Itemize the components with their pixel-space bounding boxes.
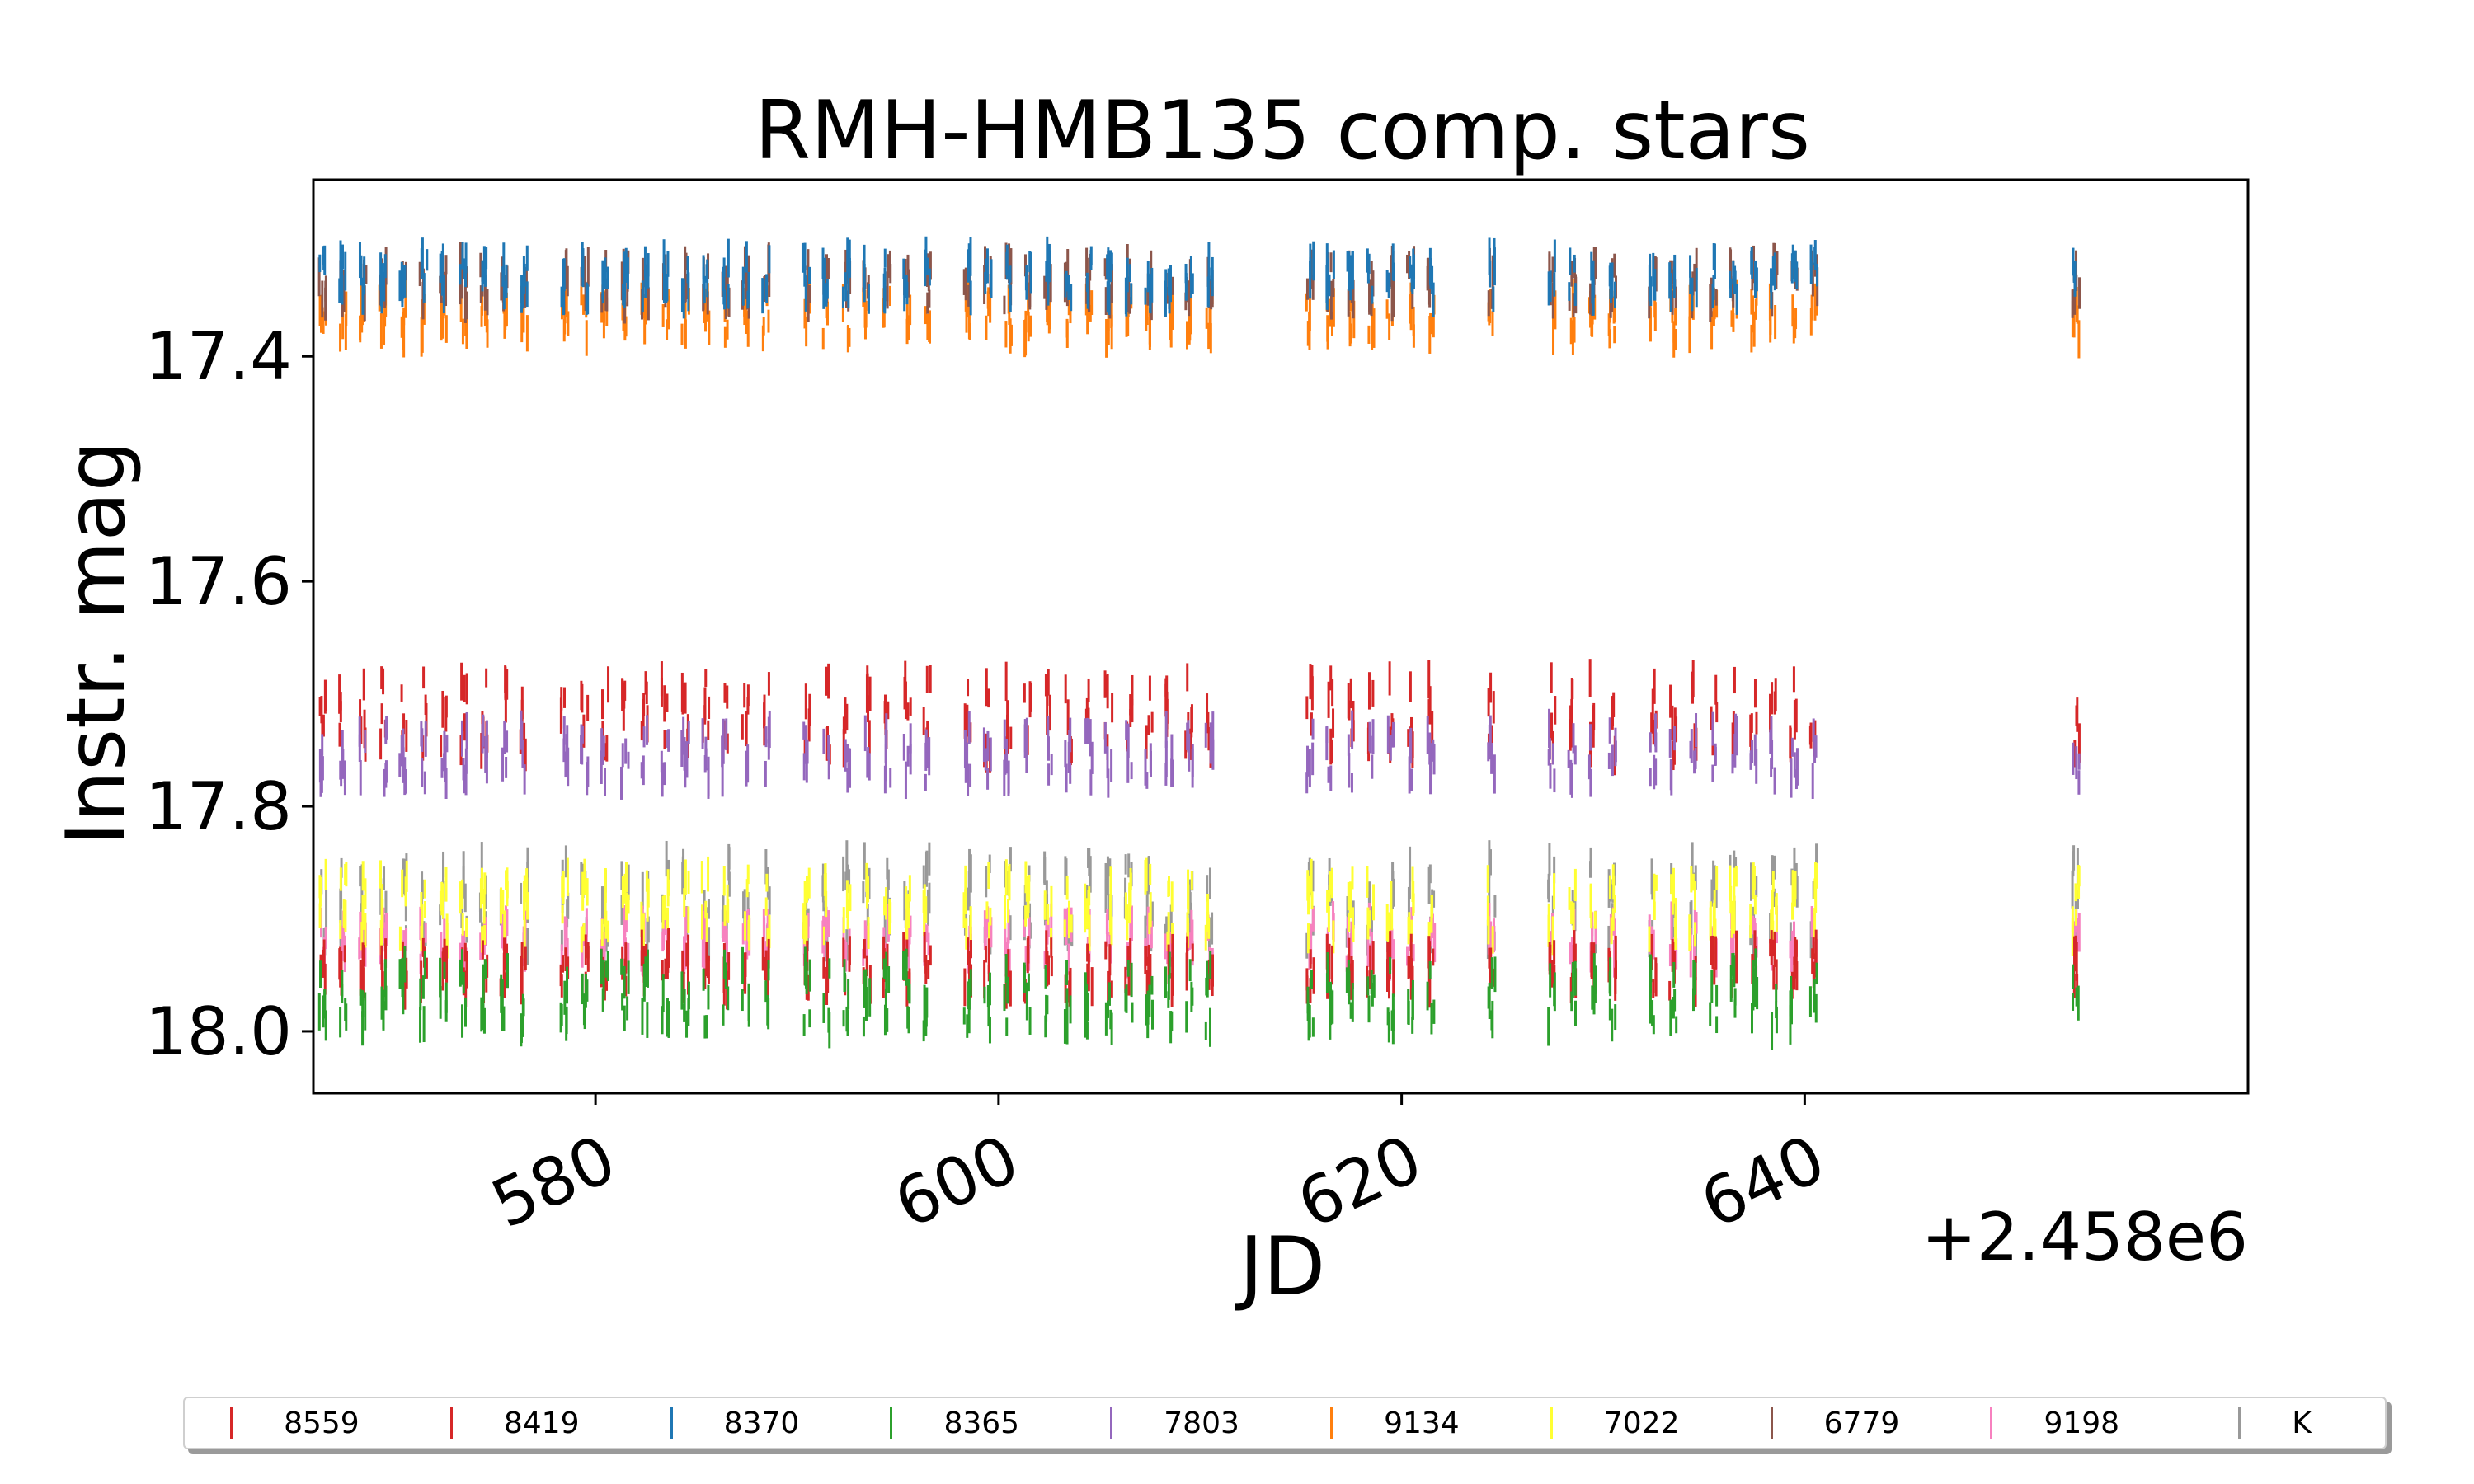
y-tick-label: 17.6 (145, 543, 292, 620)
legend-label: 7022 (1603, 1406, 1680, 1440)
data-marks (317, 236, 2081, 1050)
legend-item: 8419 (405, 1398, 625, 1448)
legend-marker (1550, 1407, 1553, 1439)
legend-label: 8559 (284, 1406, 360, 1440)
y-tick-label: 17.8 (145, 768, 292, 845)
legend-marker (449, 1407, 453, 1439)
legend: 8559 8419 8370 8365 7803 9134 7022 6779 9198 K (183, 1397, 2387, 1449)
legend-item: 9198 (1945, 1398, 2165, 1448)
legend-marker (1330, 1407, 1333, 1439)
legend-item: 8370 (625, 1398, 845, 1448)
legend-marker (1990, 1407, 1993, 1439)
legend-item: 7022 (1505, 1398, 1725, 1448)
series-7803 (318, 708, 2081, 800)
x-tick-label: 580 (480, 1120, 627, 1243)
legend-item: 8559 (185, 1398, 405, 1448)
legend-label: 7803 (1164, 1406, 1239, 1440)
legend-item: 7803 (1065, 1398, 1285, 1448)
legend-label: K (2292, 1406, 2312, 1440)
legend-marker (230, 1407, 233, 1439)
x-tick-label: 640 (1690, 1120, 1837, 1243)
y-axis: 17.4 17.6 17.8 18.0 (145, 318, 313, 1070)
chart-title: RMH-HMB135 comp. stars (755, 84, 1810, 178)
legend-label: 6779 (1823, 1406, 1900, 1440)
legend-item: 9134 (1285, 1398, 1505, 1448)
series-8365 (317, 946, 2080, 1050)
x-axis-label: JD (1235, 1220, 1325, 1314)
legend-item: K (2165, 1398, 2385, 1448)
legend-label: 8419 (503, 1406, 580, 1440)
y-axis-label: Instr. mag (49, 440, 143, 846)
series-8370 (318, 236, 2077, 319)
plot-frame (312, 178, 2250, 1095)
x-axis: 580 600 620 640 (480, 1093, 1836, 1243)
x-axis-offset-label: +2.458e6 (1921, 1199, 2248, 1275)
legend-marker (1770, 1407, 1773, 1439)
legend-marker (670, 1407, 673, 1439)
series-9134 (318, 277, 2081, 359)
legend-marker (1110, 1407, 1113, 1439)
legend-label: 9198 (2044, 1406, 2120, 1440)
y-tick-label: 17.4 (145, 318, 292, 395)
y-tick-label: 18.0 (145, 993, 292, 1070)
legend-label: 9134 (1384, 1406, 1460, 1440)
legend-item: 8365 (844, 1398, 1065, 1448)
legend-label: 8365 (943, 1406, 1020, 1440)
x-tick-label: 600 (883, 1120, 1030, 1243)
legend-label: 8370 (723, 1406, 800, 1440)
legend-item: 6779 (1725, 1398, 1945, 1448)
legend-marker (2238, 1407, 2241, 1439)
legend-marker (890, 1407, 893, 1439)
